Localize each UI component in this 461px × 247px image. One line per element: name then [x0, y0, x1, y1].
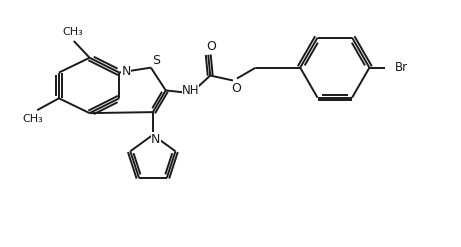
Text: N: N [122, 65, 131, 78]
Text: CH₃: CH₃ [62, 27, 83, 37]
Text: NH: NH [182, 84, 199, 97]
Text: CH₃: CH₃ [22, 114, 42, 124]
Text: O: O [206, 40, 216, 53]
Text: O: O [231, 82, 241, 95]
Text: Br: Br [395, 61, 408, 74]
Text: N: N [151, 133, 160, 146]
Text: S: S [152, 54, 160, 67]
